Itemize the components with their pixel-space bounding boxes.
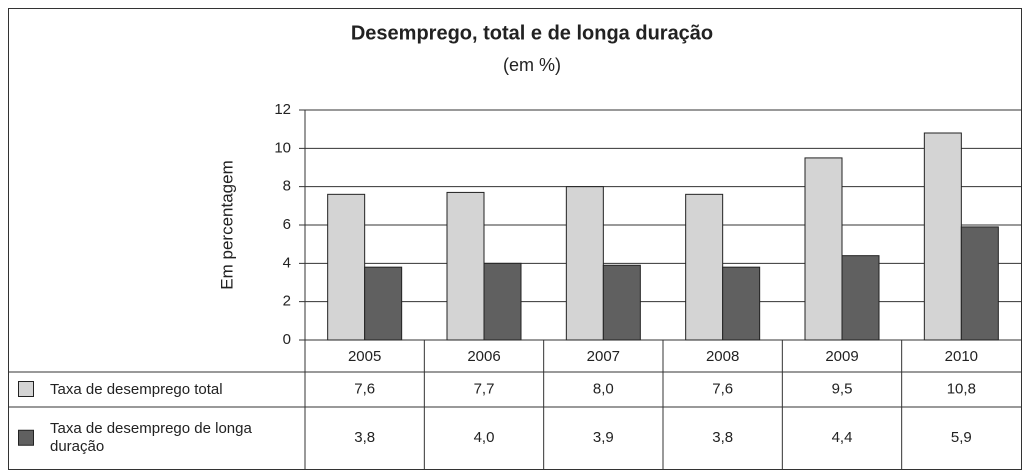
value-label: 4,4 xyxy=(832,429,853,446)
value-label: 8,0 xyxy=(593,380,614,397)
bar xyxy=(685,193,724,341)
legend-swatch xyxy=(18,429,34,446)
y-tick-label: 10 xyxy=(274,139,291,156)
x-tick-label: 2006 xyxy=(467,348,500,365)
legend-label: Taxa de desemprego total xyxy=(50,380,223,398)
value-label: 3,8 xyxy=(712,429,733,446)
x-tick-label: 2008 xyxy=(706,348,739,365)
value-label: 7,6 xyxy=(354,380,375,397)
frame xyxy=(8,8,1022,470)
value-label: 10,8 xyxy=(947,380,976,397)
y-tick-label: 8 xyxy=(283,178,291,195)
legend-swatch xyxy=(18,381,34,397)
y-tick-label: 6 xyxy=(283,216,291,233)
value-label: 5,9 xyxy=(951,429,972,446)
bar xyxy=(960,226,999,341)
value-label: 3,9 xyxy=(593,429,614,446)
bar xyxy=(923,132,962,341)
y-tick-label: 4 xyxy=(283,254,291,271)
y-tick-label: 12 xyxy=(274,101,291,118)
bar xyxy=(565,186,604,341)
x-tick-label: 2005 xyxy=(348,348,381,365)
bar xyxy=(602,264,641,341)
x-tick-label: 2010 xyxy=(945,348,978,365)
y-tick-label: 2 xyxy=(283,293,291,310)
value-label: 7,7 xyxy=(474,380,495,397)
legend-label: Taxa de desemprego de longa duração xyxy=(50,420,252,456)
chart-subtitle: (em %) xyxy=(503,55,561,75)
value-label: 3,8 xyxy=(354,429,375,446)
bar xyxy=(804,157,843,341)
value-label: 9,5 xyxy=(832,380,853,397)
bar xyxy=(841,255,880,341)
bar xyxy=(364,266,403,341)
value-label: 4,0 xyxy=(474,429,495,446)
x-tick-label: 2009 xyxy=(825,348,858,365)
bar xyxy=(722,266,761,341)
y-tick-label: 0 xyxy=(283,331,291,348)
chart-title: Desemprego, total e de longa duração xyxy=(351,22,713,44)
bar xyxy=(446,191,485,341)
bar xyxy=(327,193,366,341)
value-label: 7,6 xyxy=(712,380,733,397)
y-axis-label: Em percentagem xyxy=(217,160,236,289)
bar xyxy=(483,262,522,341)
x-tick-label: 2007 xyxy=(587,348,620,365)
